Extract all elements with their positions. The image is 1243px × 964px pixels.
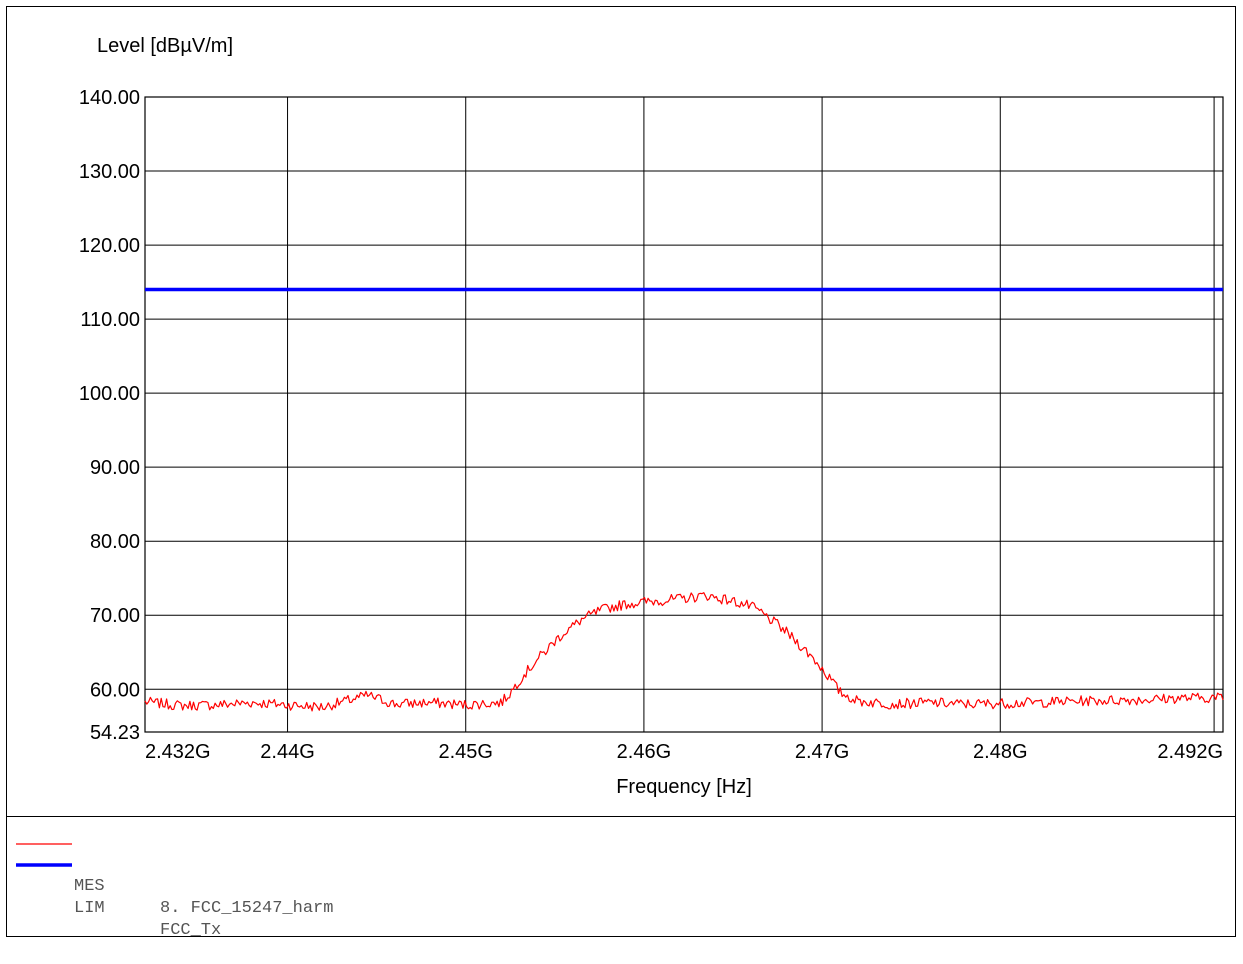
plot-border <box>144 96 1224 733</box>
series-line-mes <box>144 592 1224 712</box>
x-tick-label: 2.45G <box>438 741 492 763</box>
chart-frame <box>6 6 1236 937</box>
x-tick-label: 2.47G <box>795 741 849 763</box>
y-axis-label: Level [dBµV/m] <box>97 35 233 57</box>
x-tick-label: 2.46G <box>617 741 671 763</box>
x-tick-label: 2.432G <box>145 741 211 763</box>
y-tick-label: 110.00 <box>80 309 140 331</box>
legend-swatch-lim <box>16 863 72 867</box>
legend-divider <box>6 816 1236 817</box>
y-tick-label: 120.00 <box>79 235 140 257</box>
legend-item-mes: MES 8. FCC_15247_harm <box>14 832 333 918</box>
x-tick-label: 2.44G <box>260 741 314 763</box>
legend-code: MES <box>74 877 105 896</box>
y-tick-label: 100.00 <box>79 383 140 405</box>
grid <box>145 97 1223 732</box>
legend-name: 8. FCC_15247_harm <box>160 899 334 918</box>
legend-code: LIM <box>74 899 105 918</box>
y-tick-label: 60.00 <box>90 679 140 701</box>
x-axis-label: Frequency [Hz] <box>616 776 752 798</box>
y-tick-label: 140.00 <box>79 87 140 109</box>
y-tick-label: 130.00 <box>79 161 140 183</box>
y-tick-label: 54.23 <box>90 722 140 744</box>
y-tick-label: 80.00 <box>90 531 140 553</box>
tick-labels: 54.23 60.00 70.00 80.00 90.00 100.00 110.00 120… <box>79 87 1223 763</box>
x-tick-label: 2.492G <box>1157 741 1223 763</box>
y-tick-label: 70.00 <box>90 605 140 627</box>
legend-swatch-mes <box>16 843 72 845</box>
series-layer <box>144 287 1224 712</box>
y-tick-label: 90.00 <box>90 457 140 479</box>
plot-area <box>145 97 1223 732</box>
x-tick-label: 2.48G <box>973 741 1027 763</box>
legend-name: FCC_Tx <box>160 921 222 940</box>
level-vs-frequency-chart: 54.23 60.00 70.00 80.00 90.00 100.00 110.00 120… <box>79 35 1224 798</box>
legend-item-lim: LIM FCC_Tx <box>14 854 221 940</box>
legend: MES 8. FCC_15247_harm LIM FCC_Tx <box>14 832 333 940</box>
